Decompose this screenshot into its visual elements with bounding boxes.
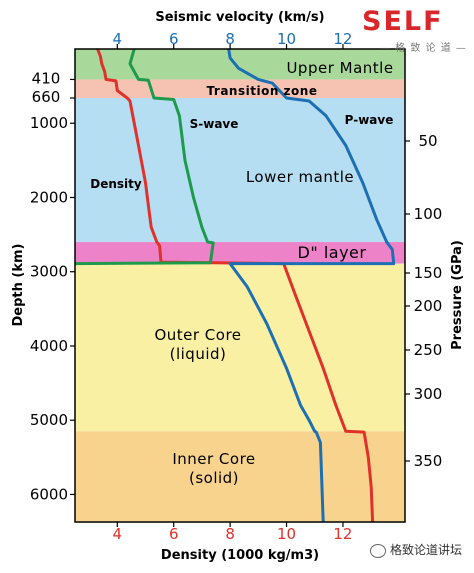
bottom-tick-label-2: 8 xyxy=(225,525,235,543)
zone-band-2 xyxy=(75,98,405,243)
top-tick-label-3: 10 xyxy=(277,30,296,48)
logo-subtitle: — 格 致 论 道 — xyxy=(380,43,467,54)
left-tick-label-4: 5000 xyxy=(30,411,68,429)
left-extra-tick-label-0: 410 xyxy=(32,69,61,87)
watermark-text: 格致论道讲坛 xyxy=(390,543,463,557)
series-label-density: Density xyxy=(90,177,142,191)
series-s-wave xyxy=(74,48,215,266)
right-tick-label-3: 200 xyxy=(414,297,443,315)
zone-label-1: Transition zone xyxy=(207,84,318,98)
zone-band-1 xyxy=(75,79,405,99)
plot-frame xyxy=(74,48,406,523)
zone-band-4 xyxy=(75,263,405,432)
zone-label-3: D" layer xyxy=(298,243,367,262)
logo-word: SELF xyxy=(362,6,444,37)
bottom-tick-label-3: 10 xyxy=(277,525,296,543)
watermark: 格致论道讲坛 xyxy=(370,541,462,558)
top-axis-title: Seismic velocity (km/s) xyxy=(155,10,324,25)
right-tick-label-6: 350 xyxy=(414,452,443,470)
right-tick-label-2: 150 xyxy=(414,264,443,282)
left-tick-label-5: 6000 xyxy=(30,485,68,503)
chat-icon xyxy=(370,543,386,558)
left-tick-label-1: 2000 xyxy=(30,188,68,206)
series-label-s-wave: S-wave xyxy=(190,117,239,131)
top-tick-label-4: 12 xyxy=(333,30,352,48)
bottom-tick-label-0: 4 xyxy=(113,525,123,543)
zone-band-3 xyxy=(75,242,405,264)
left-tick-label-3: 4000 xyxy=(30,337,68,355)
left-axis-title: Depth (km) xyxy=(11,244,26,327)
left-extra-tick-label-1: 660 xyxy=(32,88,61,106)
zone-label-2: Lower mantle xyxy=(246,168,354,186)
left-tick-label-0: 1000 xyxy=(30,114,68,132)
self-logo: SELF — 格 致 论 道 — xyxy=(362,6,468,54)
bottom-tick-label-4: 12 xyxy=(333,525,352,543)
zone-label-0: Upper Mantle xyxy=(286,59,393,77)
top-tick-label-2: 8 xyxy=(225,30,235,48)
bottom-tick-label-1: 6 xyxy=(169,525,179,543)
bottom-axis-title: Density (1000 kg/m3) xyxy=(161,548,319,563)
top-tick-label-0: 4 xyxy=(113,30,123,48)
zone-band-5 xyxy=(75,431,405,522)
right-axis-title: Pressure (GPa) xyxy=(450,240,465,350)
zone-label-4: Outer Core (liquid) xyxy=(154,326,241,363)
right-tick-label-4: 250 xyxy=(414,341,443,359)
zone-label-5: Inner Core (solid) xyxy=(172,450,255,487)
series-density xyxy=(96,48,375,523)
right-tick-label-1: 100 xyxy=(414,205,443,223)
series-label-p-wave: P-wave xyxy=(345,113,394,127)
series-p-wave xyxy=(227,48,396,523)
top-tick-label-1: 6 xyxy=(169,30,179,48)
left-tick-label-2: 3000 xyxy=(30,263,68,281)
right-tick-label-0: 50 xyxy=(418,132,437,150)
right-tick-label-5: 300 xyxy=(414,385,443,403)
